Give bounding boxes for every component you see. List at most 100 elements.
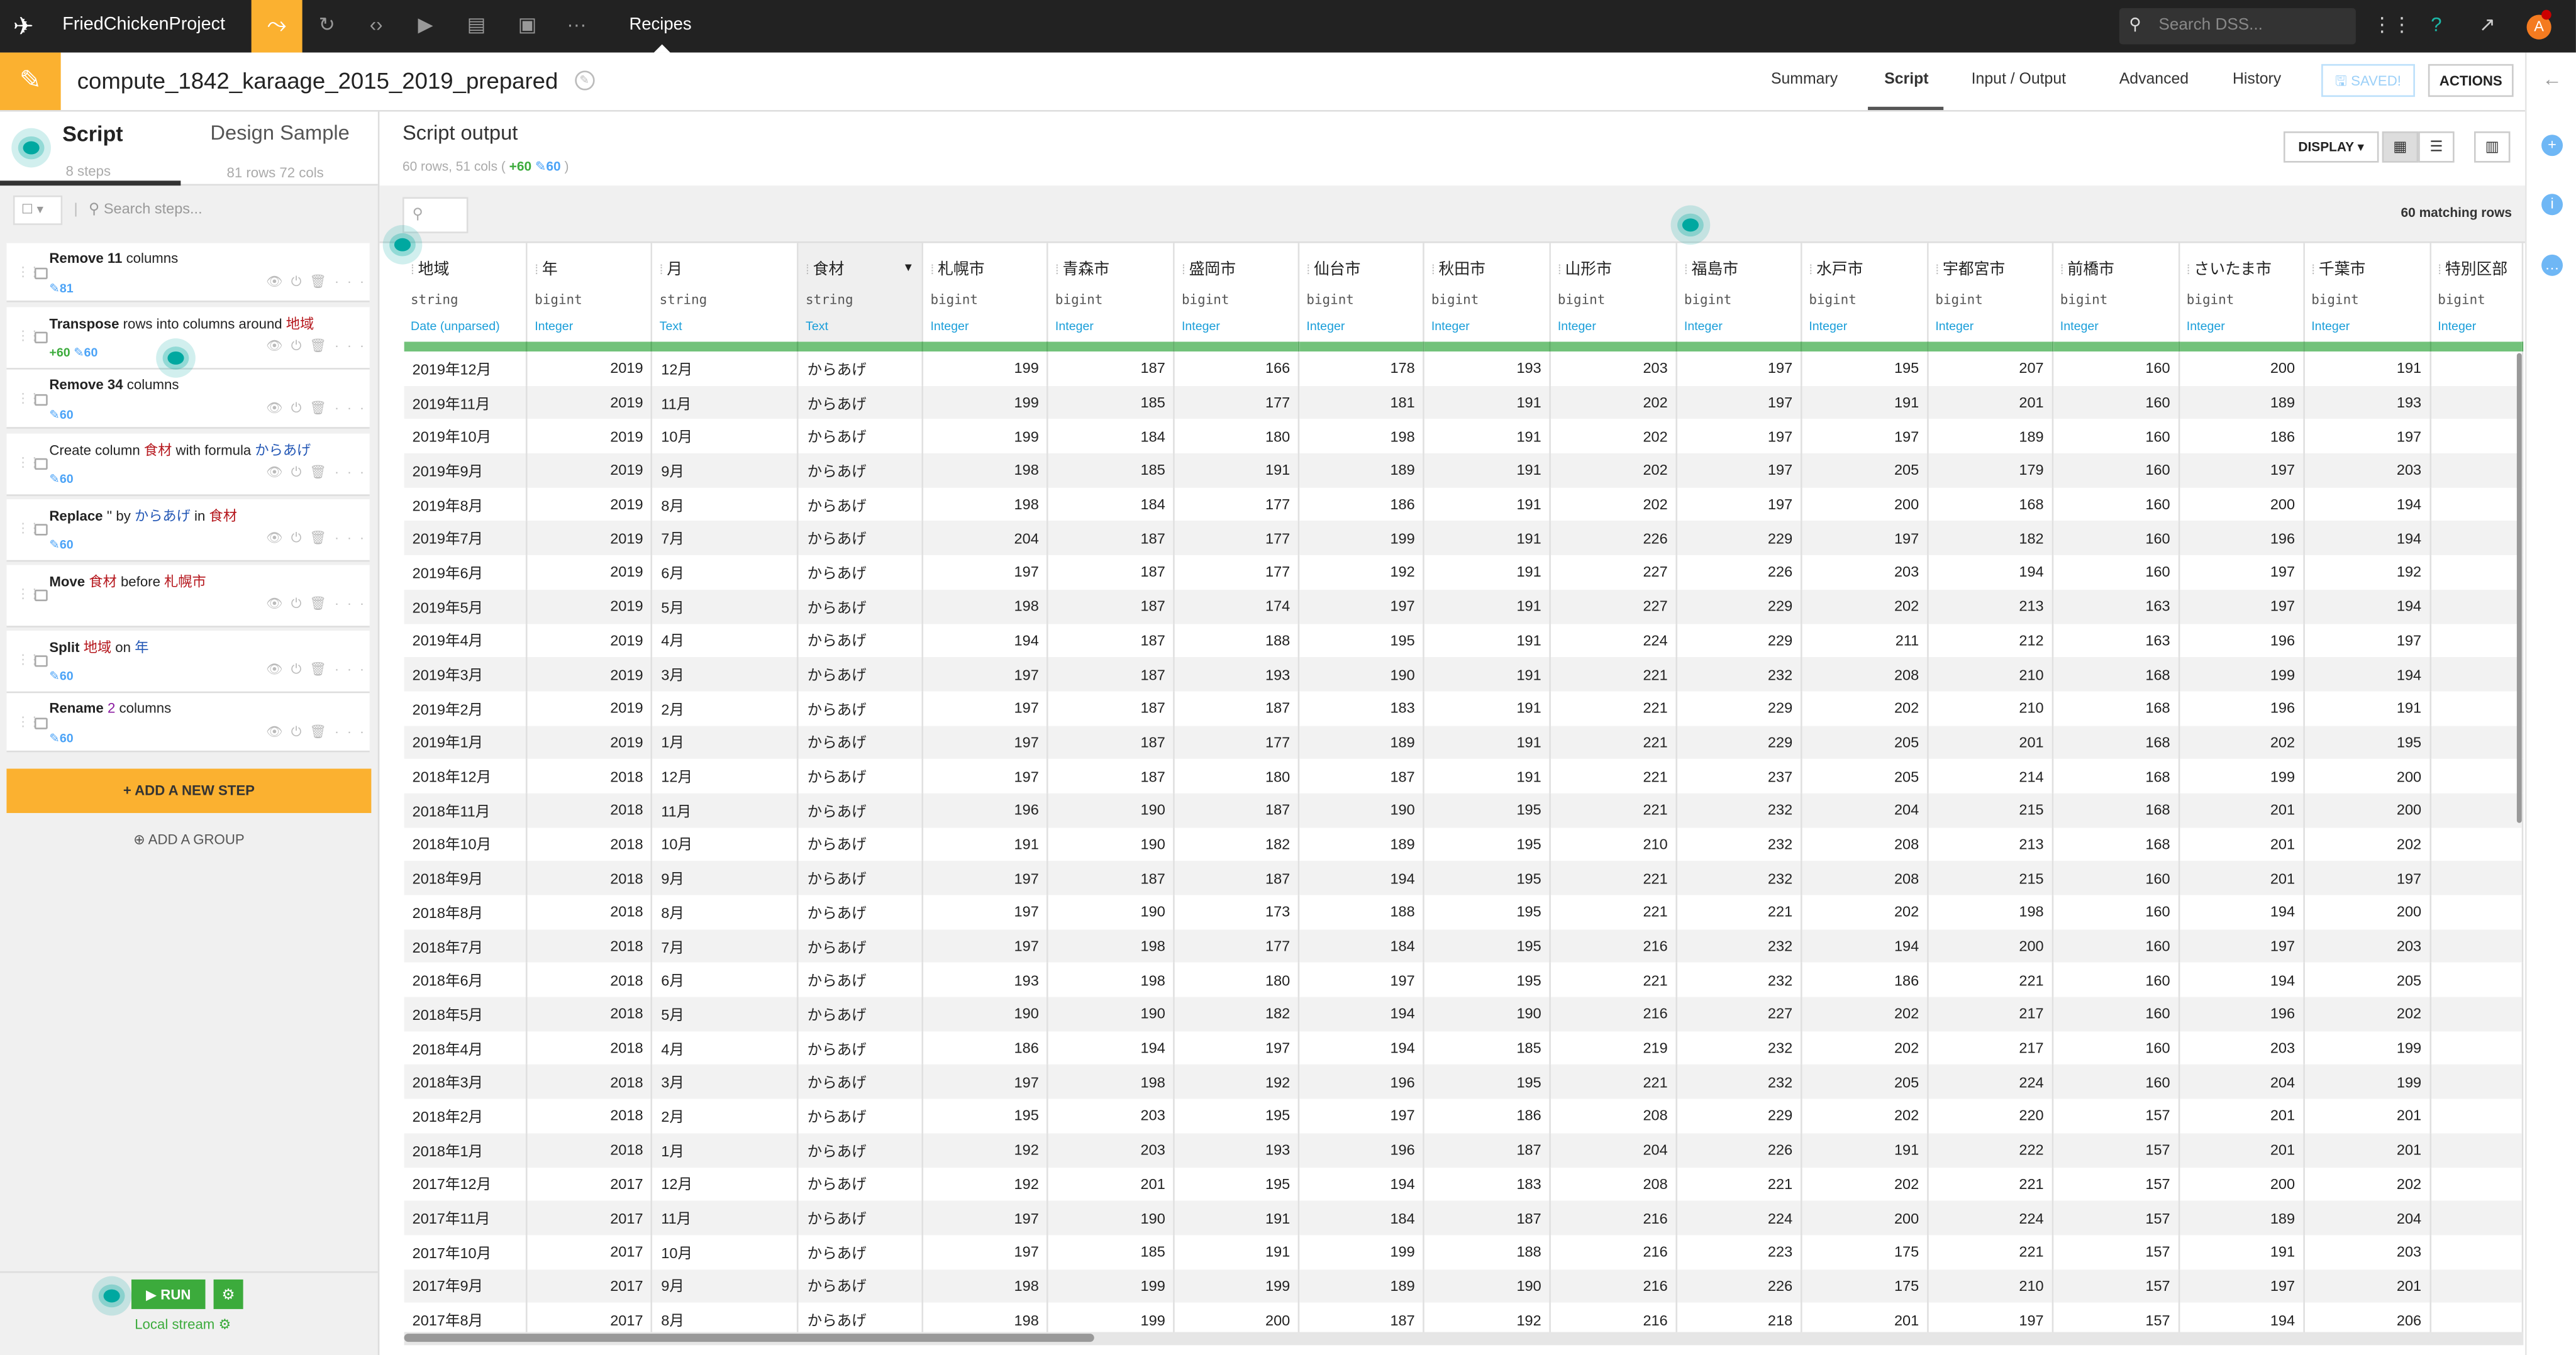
table-cell[interactable]: 216: [1550, 1201, 1678, 1236]
dataiku-bird-logo-icon[interactable]: ✈: [13, 13, 34, 41]
table-cell[interactable]: 194: [2304, 657, 2431, 692]
table-cell[interactable]: [2430, 521, 2524, 556]
table-cell[interactable]: 2017: [527, 1235, 653, 1269]
delete-trash-icon[interactable]: 🗑: [309, 530, 335, 546]
table-cell[interactable]: 192: [1299, 555, 1425, 590]
table-cell[interactable]: 2018: [527, 929, 653, 963]
column-meaning[interactable]: Integer: [1557, 318, 1596, 334]
table-row[interactable]: 2018年11月 2018 11月 からあげ 196 190 187 190 195 221 232…: [404, 793, 2524, 827]
table-cell[interactable]: 196: [2179, 623, 2305, 658]
table-cell[interactable]: 189: [1299, 725, 1425, 760]
database-icon[interactable]: ▤: [467, 13, 486, 36]
table-cell[interactable]: 200: [2304, 793, 2431, 827]
table-cell[interactable]: 193: [1174, 1132, 1300, 1167]
table-cell[interactable]: 11月: [652, 793, 799, 827]
table-cell[interactable]: 184: [1299, 1201, 1425, 1236]
table-cell[interactable]: 8月: [652, 1303, 799, 1332]
table-cell[interactable]: 12月: [652, 1166, 799, 1202]
table-cell[interactable]: からあげ: [798, 487, 924, 522]
dashboard-icon[interactable]: ▣: [518, 13, 537, 36]
table-cell[interactable]: 191: [1424, 487, 1552, 522]
table-cell[interactable]: 2019年6月: [404, 555, 528, 590]
table-cell[interactable]: 2018年7月: [404, 929, 528, 963]
delete-trash-icon[interactable]: 🗑: [309, 596, 335, 611]
table-cell[interactable]: 2018年8月: [404, 895, 528, 929]
table-cell[interactable]: 2018: [527, 827, 653, 861]
table-cell[interactable]: 197: [1801, 521, 1929, 556]
table-cell[interactable]: 197: [923, 861, 1049, 895]
table-cell[interactable]: 2019年11月: [404, 385, 528, 420]
column-menu-caret-icon[interactable]: ▼: [902, 262, 914, 275]
table-cell[interactable]: 2017年8月: [404, 1303, 528, 1332]
table-cell[interactable]: 224: [1928, 1065, 2054, 1099]
delete-trash-icon[interactable]: 🗑: [309, 401, 335, 416]
table-cell[interactable]: 191: [1174, 1201, 1300, 1236]
table-cell[interactable]: 205: [1801, 725, 1929, 760]
saved-button[interactable]: 🖫 SAVED!: [2321, 64, 2415, 97]
table-cell[interactable]: 196: [1299, 1065, 1425, 1099]
table-cell[interactable]: 202: [1801, 895, 1929, 929]
table-cell[interactable]: [2430, 827, 2524, 861]
table-cell[interactable]: 2019: [527, 419, 653, 454]
table-cell[interactable]: 2019: [527, 385, 653, 420]
table-cell[interactable]: 197: [923, 555, 1049, 590]
table-cell[interactable]: 189: [1299, 827, 1425, 861]
table-cell[interactable]: 197: [923, 1201, 1049, 1236]
table-cell[interactable]: 177: [1174, 385, 1300, 420]
table-cell[interactable]: 199: [1048, 1303, 1175, 1332]
table-cell[interactable]: 203: [1048, 1132, 1175, 1167]
table-cell[interactable]: 198: [923, 487, 1049, 522]
table-cell[interactable]: 232: [1677, 1031, 1802, 1065]
table-cell[interactable]: 197: [923, 657, 1049, 692]
table-cell[interactable]: 2018: [527, 1031, 653, 1065]
table-cell[interactable]: 204: [1550, 1132, 1678, 1167]
add-group-button[interactable]: ⊕ ADD A GROUP: [133, 831, 245, 848]
table-cell[interactable]: 232: [1677, 963, 1802, 997]
column-header[interactable]: 盛岡市 bigint Integer: [1174, 243, 1300, 342]
table-cell[interactable]: 175: [1801, 1269, 1929, 1303]
tutorial-hotspot[interactable]: [382, 224, 423, 265]
table-cell[interactable]: 189: [2179, 1201, 2305, 1236]
column-header[interactable]: 千葉市 bigint Integer: [2304, 243, 2431, 342]
column-meaning[interactable]: Integer: [930, 318, 969, 334]
table-cell[interactable]: 160: [2053, 453, 2180, 488]
table-cell[interactable]: 189: [1299, 453, 1425, 488]
table-cell[interactable]: 2018年12月: [404, 759, 528, 794]
table-cell[interactable]: 197: [1928, 1303, 2054, 1332]
project-name[interactable]: FriedChickenProject: [62, 14, 225, 35]
table-cell[interactable]: 186: [1299, 487, 1425, 522]
table-cell[interactable]: 201: [2179, 827, 2305, 861]
table-cell[interactable]: 217: [1928, 1031, 2054, 1065]
column-meaning[interactable]: Date (unparsed): [411, 318, 500, 334]
table-cell[interactable]: 180: [1174, 963, 1300, 997]
step-item[interactable]: ⋮⋮ Replace '' by からあげ in 食材 ✎60 👁⏻🗑···: [6, 499, 370, 562]
table-row[interactable]: 2017年12月 2017 12月 からあげ 192 201 195 194 183 208 221…: [404, 1166, 2524, 1202]
table-cell[interactable]: 221: [1550, 691, 1678, 726]
column-meaning[interactable]: Text: [659, 318, 682, 334]
toggle-power-icon[interactable]: ⏻: [291, 596, 310, 611]
table-cell[interactable]: 221: [1550, 963, 1678, 997]
table-row[interactable]: 2018年9月 2018 9月 からあげ 197 187 187 194 195 221 232 20…: [404, 861, 2524, 895]
table-cell[interactable]: 10月: [652, 1235, 799, 1269]
table-cell[interactable]: 178: [1299, 351, 1425, 386]
table-cell[interactable]: からあげ: [798, 725, 924, 760]
table-cell[interactable]: 1月: [652, 725, 799, 760]
table-cell[interactable]: 157: [2053, 1235, 2180, 1269]
table-cell[interactable]: 191: [1424, 691, 1552, 726]
table-cell[interactable]: 2017: [527, 1269, 653, 1303]
table-cell[interactable]: 201: [2179, 793, 2305, 827]
table-cell[interactable]: 232: [1677, 793, 1802, 827]
table-cell[interactable]: 205: [1801, 1065, 1929, 1099]
table-cell[interactable]: 195: [1424, 827, 1552, 861]
table-cell[interactable]: 2018: [527, 793, 653, 827]
table-cell[interactable]: 191: [1424, 725, 1552, 760]
table-cell[interactable]: 173: [1174, 895, 1300, 929]
info-icon[interactable]: i: [2541, 194, 2563, 216]
table-cell[interactable]: 210: [1550, 827, 1678, 861]
table-row[interactable]: 2017年11月 2017 11月 からあげ 197 190 191 184 187 216 224…: [404, 1201, 2524, 1236]
table-cell[interactable]: からあげ: [798, 385, 924, 420]
table-cell[interactable]: 190: [1424, 1269, 1552, 1303]
table-cell[interactable]: 5月: [652, 589, 799, 624]
table-cell[interactable]: 194: [2304, 589, 2431, 624]
table-cell[interactable]: 2018年6月: [404, 963, 528, 997]
